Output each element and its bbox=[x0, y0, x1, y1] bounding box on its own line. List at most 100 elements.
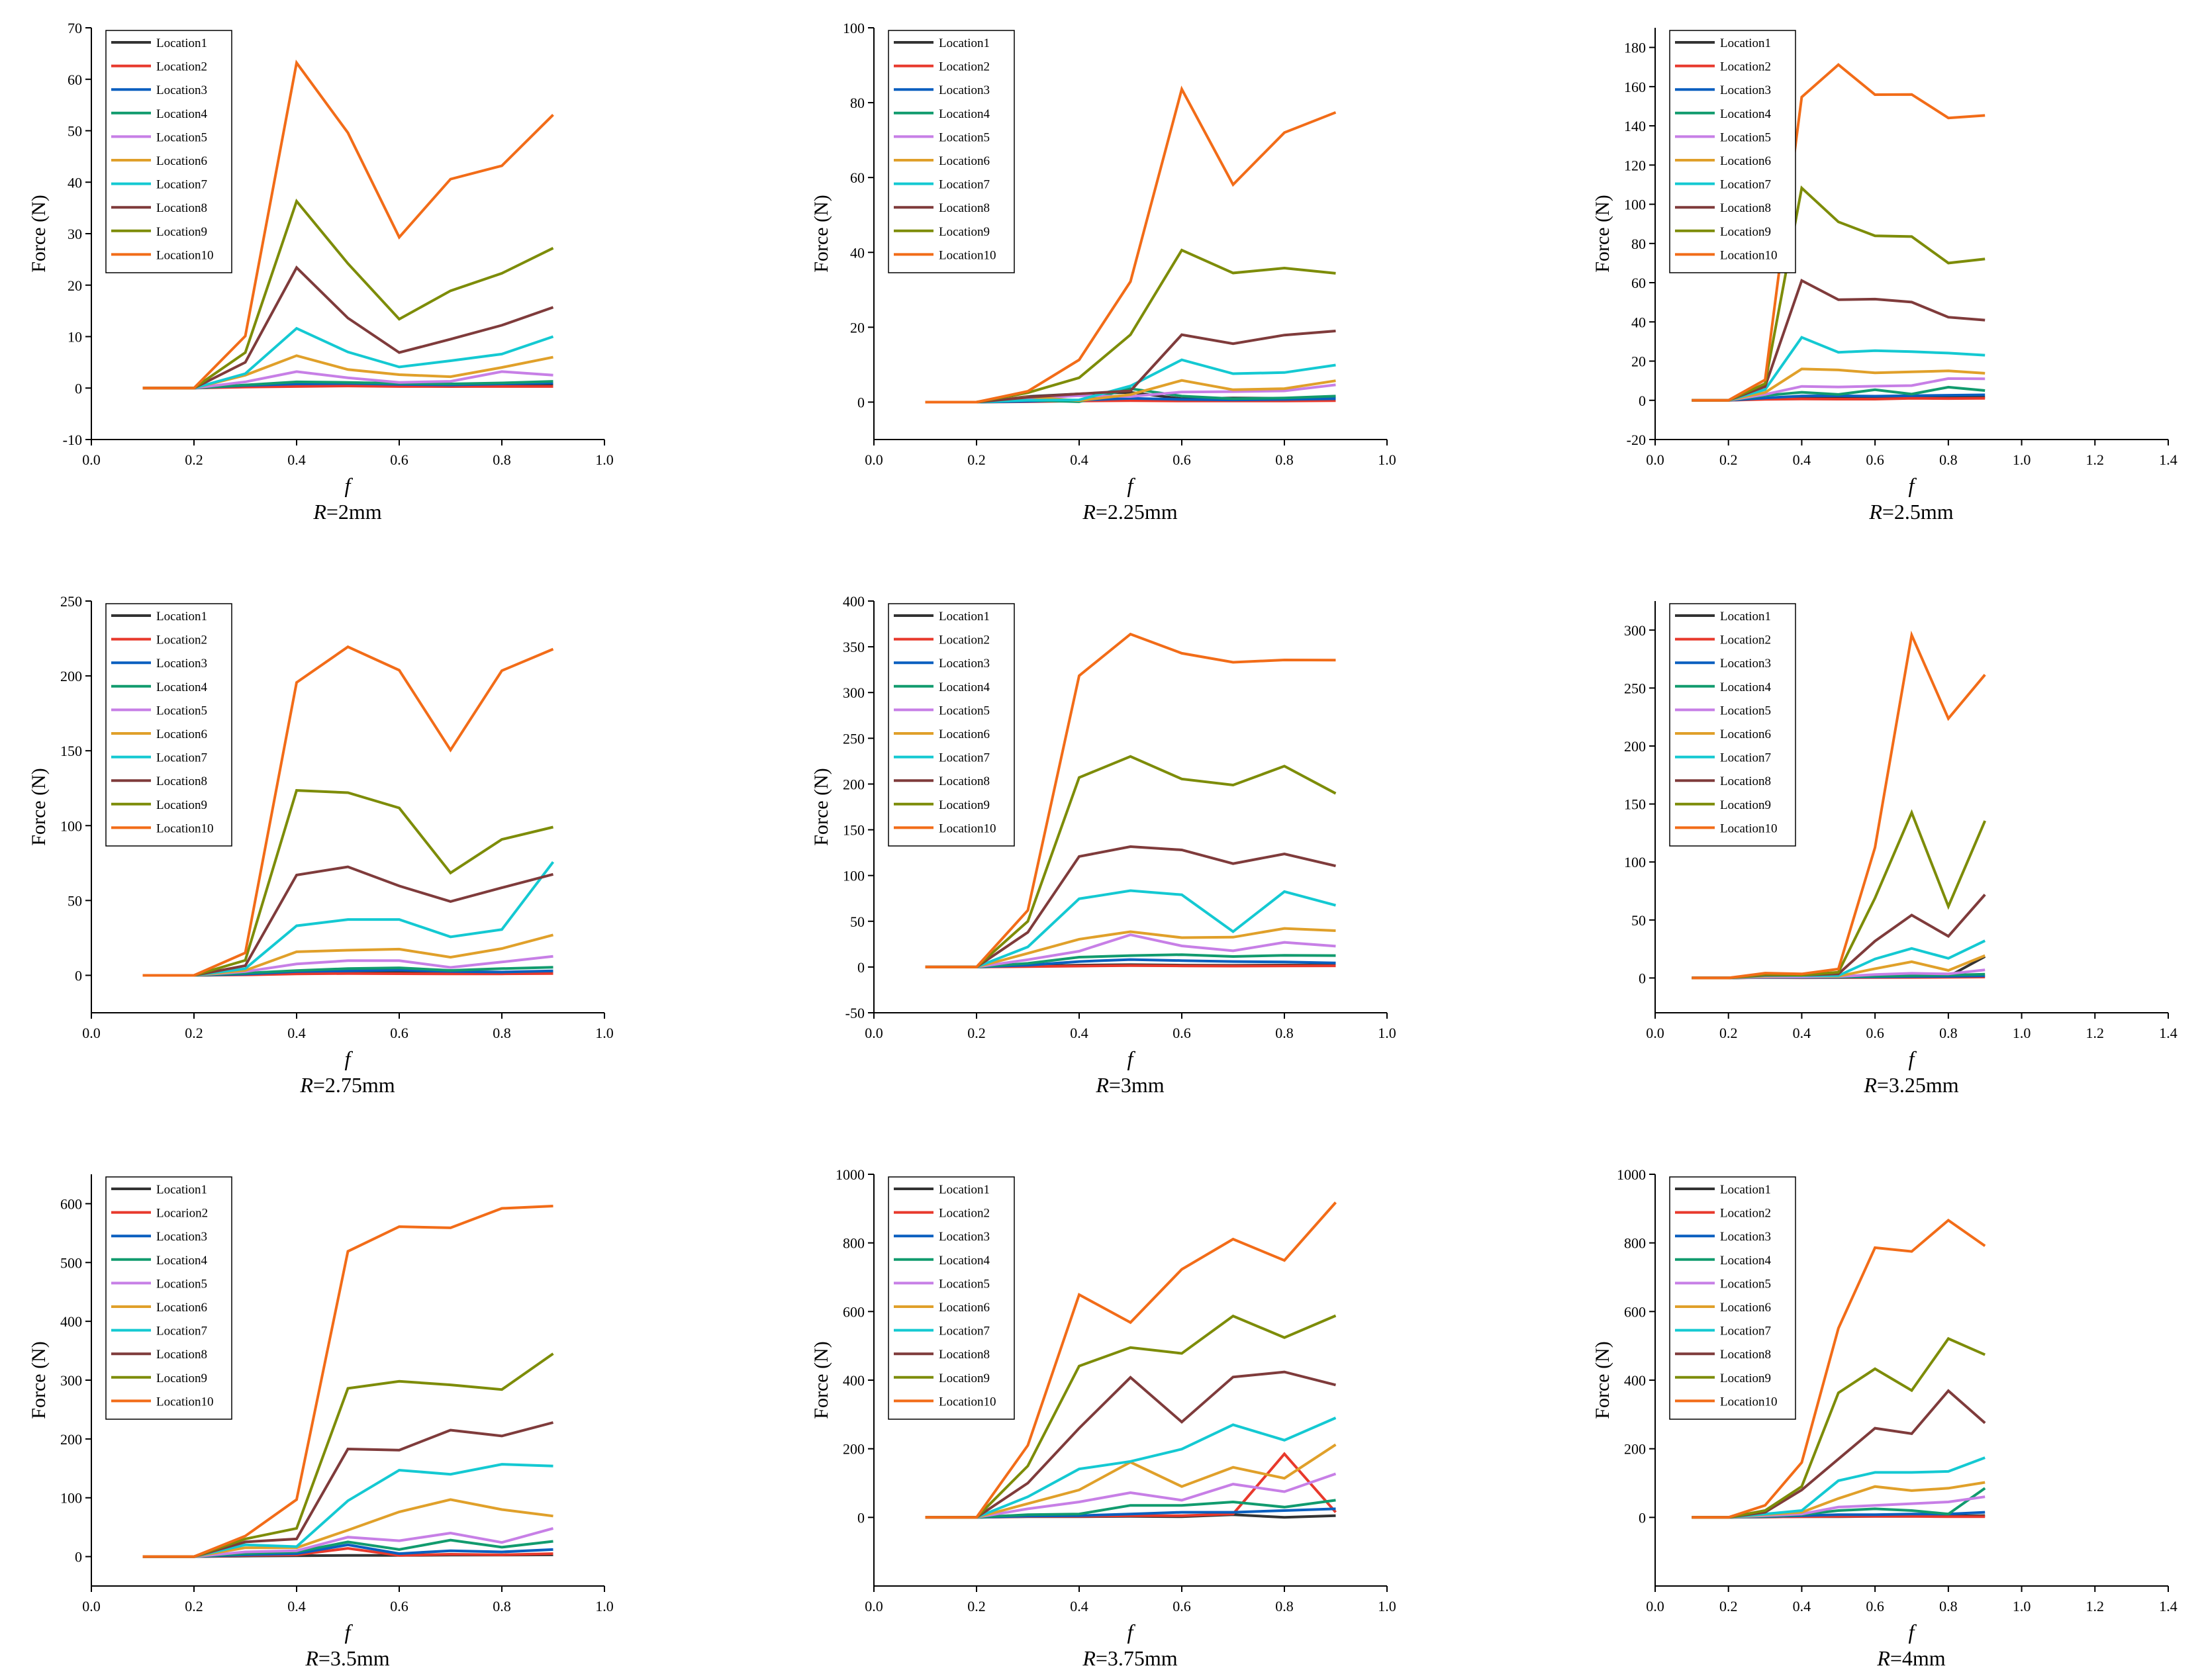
y-tick-label: 350 bbox=[843, 639, 865, 655]
caption-value: =3.5mm bbox=[318, 1646, 390, 1670]
legend-label-6: Location6 bbox=[156, 154, 207, 168]
y-tick-label: 400 bbox=[60, 1313, 82, 1330]
legend-label-4: Location4 bbox=[1720, 107, 1772, 121]
series-lines bbox=[142, 1205, 554, 1558]
caption-variable: R bbox=[299, 1073, 313, 1097]
x-tick-label: 1.2 bbox=[2086, 1025, 2105, 1041]
panel-caption: R=2.75mm bbox=[299, 1073, 395, 1097]
chart-panel-3: -20 0 20 40 60 80 100 120 140 160 180 0.0 0.2 0.4 0.6 0… bbox=[1592, 28, 2178, 524]
x-tick-label: 0.2 bbox=[1719, 1025, 1738, 1041]
x-tick-label: 0.4 bbox=[287, 1025, 306, 1041]
legend-label-5: Location5 bbox=[156, 1277, 207, 1291]
y-tick-label: 200 bbox=[843, 776, 865, 792]
legend-label-2: Location2 bbox=[939, 60, 990, 74]
y-tick-label: 250 bbox=[60, 593, 82, 610]
series-line-10 bbox=[925, 85, 1337, 404]
x-tick-label: 1.0 bbox=[1378, 1598, 1396, 1614]
x-tick-label: 0.4 bbox=[1070, 1598, 1088, 1614]
y-tick-label: 400 bbox=[843, 1372, 865, 1389]
legend-box bbox=[888, 30, 1015, 273]
series-line-8 bbox=[142, 265, 554, 390]
series-lines bbox=[925, 1201, 1337, 1519]
caption-value: =3.75mm bbox=[1096, 1646, 1178, 1670]
legend-label-8: Location8 bbox=[156, 774, 207, 788]
y-tick-label: 200 bbox=[60, 668, 82, 684]
x-tick-label: 1.0 bbox=[595, 1025, 614, 1041]
series-line-7 bbox=[142, 861, 555, 977]
y-tick-label: -10 bbox=[63, 432, 82, 448]
legend-label-9: Location9 bbox=[156, 798, 207, 812]
legend-label-2: Location2 bbox=[939, 1207, 990, 1221]
y-tick-label: 50 bbox=[68, 123, 82, 140]
legend-label-2: Location2 bbox=[1720, 633, 1771, 647]
legend-label-9: Location9 bbox=[1720, 225, 1771, 239]
series-lines bbox=[1692, 1218, 1986, 1519]
legend-label-7: Location7 bbox=[1720, 751, 1771, 765]
legend-box bbox=[105, 30, 232, 273]
y-axis-title: Force (N) bbox=[1592, 1341, 1613, 1419]
chart-panel-4: 0 50 100 150 200 250 0.0 0.2 0.4 0.6 0.8 1.0 Force (… bbox=[28, 593, 614, 1097]
panel-caption: R=3.75mm bbox=[1082, 1646, 1177, 1670]
x-tick-label: 1.0 bbox=[2013, 1598, 2031, 1614]
series-line-8 bbox=[925, 330, 1336, 404]
legend-label-8: Location8 bbox=[939, 774, 990, 788]
caption-variable: R bbox=[1082, 500, 1096, 524]
y-tick-label: 100 bbox=[1624, 197, 1646, 213]
legend-label-5: Location5 bbox=[939, 704, 990, 718]
y-tick-label: 10 bbox=[68, 329, 82, 346]
caption-variable: R bbox=[1868, 500, 1882, 524]
legend-label-4: Location4 bbox=[939, 680, 990, 694]
legend-label-7: Location7 bbox=[939, 178, 990, 192]
legend-label-1: Location1 bbox=[939, 610, 990, 624]
legend-label-3: Location3 bbox=[939, 83, 990, 97]
series-line-10 bbox=[925, 1201, 1337, 1519]
legend-label-4: Location4 bbox=[939, 107, 990, 121]
x-tick-label: 0.8 bbox=[493, 1025, 511, 1041]
y-tick-label: 800 bbox=[843, 1235, 865, 1252]
panel-caption: R=3mm bbox=[1095, 1073, 1164, 1097]
series-lines bbox=[142, 59, 554, 390]
x-tick-label: 0.8 bbox=[493, 451, 511, 468]
legend-label-10: Location10 bbox=[156, 1395, 214, 1409]
x-axis-title: f bbox=[1909, 1620, 1917, 1644]
series-line-8 bbox=[925, 845, 1336, 968]
x-tick-label: 0.8 bbox=[1275, 1598, 1294, 1614]
legend-box bbox=[105, 1176, 232, 1420]
y-tick-label: 40 bbox=[68, 174, 82, 191]
x-tick-label: 1.4 bbox=[2159, 1598, 2178, 1614]
legend-label-4: Location4 bbox=[1720, 1254, 1772, 1268]
y-tick-label: 30 bbox=[68, 226, 82, 242]
panel-caption: R=2.5mm bbox=[1868, 500, 1953, 524]
y-tick-label: 20 bbox=[850, 319, 865, 336]
legend-box bbox=[1669, 1176, 1796, 1420]
caption-value: =2.5mm bbox=[1882, 500, 1954, 524]
series-line-4 bbox=[925, 1499, 1336, 1519]
y-axis-title: Force (N) bbox=[28, 1341, 50, 1419]
panel-caption: R=2.25mm bbox=[1082, 500, 1177, 524]
x-axis-title: f bbox=[1127, 1620, 1136, 1644]
legend-label-6: Location6 bbox=[156, 1301, 207, 1315]
x-tick-label: 0.4 bbox=[1793, 451, 1811, 468]
caption-value: =4mm bbox=[1890, 1646, 1946, 1670]
x-tick-label: 1.2 bbox=[2086, 451, 2105, 468]
x-tick-label: 0.0 bbox=[82, 451, 101, 468]
legend-label-4: Location4 bbox=[156, 680, 208, 694]
series-line-5 bbox=[142, 1526, 554, 1558]
y-tick-label: 180 bbox=[1624, 40, 1646, 56]
y-axis-title: Force (N) bbox=[1592, 195, 1613, 272]
y-tick-label: 100 bbox=[1624, 854, 1646, 870]
legend-label-9: Location9 bbox=[1720, 798, 1771, 812]
caption-value: =2.25mm bbox=[1096, 500, 1178, 524]
legend-label-9: Location9 bbox=[156, 225, 207, 239]
x-tick-label: 0.2 bbox=[1719, 1598, 1738, 1614]
x-tick-label: 0.0 bbox=[82, 1025, 101, 1041]
legend-label-9: Location9 bbox=[939, 225, 990, 239]
legend-label-7: Location7 bbox=[156, 751, 207, 765]
x-tick-label: 0.2 bbox=[967, 451, 986, 468]
legend-label-2: Location2 bbox=[156, 633, 207, 647]
legend-label-3: Location3 bbox=[156, 657, 207, 671]
x-tick-label: 1.0 bbox=[1378, 451, 1396, 468]
legend-label-6: Location6 bbox=[1720, 154, 1771, 168]
y-tick-label: 50 bbox=[1631, 912, 1646, 929]
